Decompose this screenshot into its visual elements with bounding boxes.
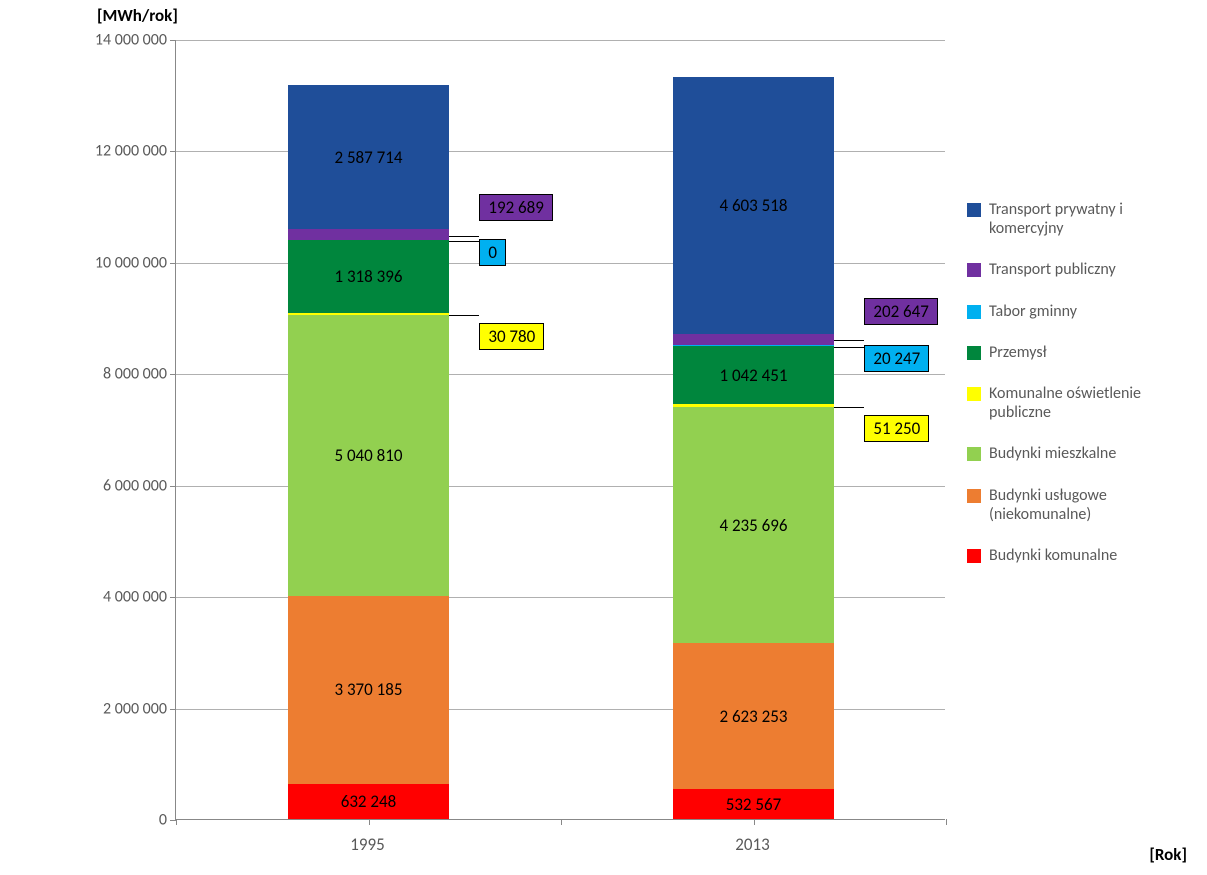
y-tick-label: 6 000 000 xyxy=(77,476,167,495)
x-tick-label: 2013 xyxy=(735,834,769,855)
y-tick-mark xyxy=(170,709,176,710)
callout-line xyxy=(449,241,479,242)
y-tick-label: 10 000 000 xyxy=(77,253,167,272)
gridline xyxy=(176,40,945,41)
segment-label: 1 318 396 xyxy=(334,266,402,287)
x-tick-mark xyxy=(754,819,755,825)
bar-segment-przemysl: 1 318 396 xyxy=(288,240,450,313)
x-tick-mark xyxy=(946,819,947,825)
legend-item: Budynki mieszkalne xyxy=(967,444,1197,463)
bar-segment-budynki_mieszkalne: 4 235 696 xyxy=(673,407,835,643)
callout-label: 51 250 xyxy=(864,415,929,442)
bar-segment-transport_prywatny: 4 603 518 xyxy=(673,77,835,333)
y-axis-title: [MWh/rok] xyxy=(97,5,178,26)
legend-swatch xyxy=(967,305,981,319)
callout-line xyxy=(449,315,479,316)
y-tick-mark xyxy=(170,263,176,264)
legend-label: Transport publiczny xyxy=(989,260,1116,279)
x-tick-label: 1995 xyxy=(350,834,384,855)
x-axis-title: [Rok] xyxy=(1149,844,1187,865)
legend-label: Przemysł xyxy=(989,343,1047,362)
legend-label: Budynki komunalne xyxy=(989,546,1117,565)
callout-line xyxy=(834,407,864,408)
bar-segment-budynki_mieszkalne: 5 040 810 xyxy=(288,315,450,596)
legend-label: Budynki mieszkalne xyxy=(989,444,1116,463)
bar-segment-przemysl: 1 042 451 xyxy=(673,346,835,404)
y-tick-label: 8 000 000 xyxy=(77,365,167,384)
legend-swatch xyxy=(967,447,981,461)
legend-label: Budynki usługowe (niekomunalne) xyxy=(989,486,1197,524)
y-tick-mark xyxy=(170,374,176,375)
callout-label: 0 xyxy=(479,239,506,266)
callout-line xyxy=(834,347,864,348)
bar-segment-oswietlenie xyxy=(288,313,450,315)
legend-label: Komunalne oświetlenie publiczne xyxy=(989,384,1197,422)
legend-item: Budynki usługowe (niekomunalne) xyxy=(967,486,1197,524)
callout-label: 202 647 xyxy=(864,298,938,325)
segment-label: 1 042 451 xyxy=(719,365,787,386)
legend-item: Transport prywatny i komercyjny xyxy=(967,200,1197,238)
callout-label: 192 689 xyxy=(479,194,553,221)
y-tick-mark xyxy=(170,40,176,41)
y-tick-label: 14 000 000 xyxy=(77,31,167,50)
legend-item: Budynki komunalne xyxy=(967,546,1197,565)
legend-swatch xyxy=(967,263,981,277)
x-tick-mark xyxy=(176,819,177,825)
y-tick-label: 4 000 000 xyxy=(77,588,167,607)
bar-segment-oswietlenie xyxy=(673,404,835,407)
callout-label: 30 780 xyxy=(479,323,544,350)
bar-segment-budynki_uslugowe: 2 623 253 xyxy=(673,643,835,789)
legend-swatch xyxy=(967,387,981,401)
bar-segment-transport_publiczny xyxy=(673,334,835,345)
segment-label: 2 587 714 xyxy=(334,147,402,168)
segment-label: 4 235 696 xyxy=(719,515,787,536)
bar-segment-budynki_uslugowe: 3 370 185 xyxy=(288,596,450,784)
y-tick-label: 0 xyxy=(77,811,167,830)
segment-label: 5 040 810 xyxy=(334,445,402,466)
legend-label: Tabor gminny xyxy=(989,302,1077,321)
legend-label: Transport prywatny i komercyjny xyxy=(989,200,1197,238)
bar-segment-tabor_gminny xyxy=(673,345,835,346)
y-tick-mark xyxy=(170,486,176,487)
callout-line xyxy=(449,236,479,237)
legend: Transport prywatny i komercyjny Transport… xyxy=(967,200,1197,587)
bar-segment-transport_prywatny: 2 587 714 xyxy=(288,85,450,229)
bar-segment-transport_publiczny xyxy=(288,229,450,240)
legend-item: Tabor gminny xyxy=(967,302,1197,321)
callout-label: 20 247 xyxy=(864,345,929,372)
legend-swatch xyxy=(967,346,981,360)
plot-area: 632 248 3 370 185 5 040 810 1 318 396 2 587 … xyxy=(175,40,945,820)
y-tick-mark xyxy=(170,151,176,152)
legend-item: Komunalne oświetlenie publiczne xyxy=(967,384,1197,422)
x-tick-mark xyxy=(369,819,370,825)
bar-segment-budynki_komunalne: 532 567 xyxy=(673,789,835,819)
y-tick-label: 2 000 000 xyxy=(77,699,167,718)
segment-label: 4 603 518 xyxy=(719,195,787,216)
segment-label: 532 567 xyxy=(726,794,782,815)
segment-label: 2 623 253 xyxy=(719,706,787,727)
legend-swatch xyxy=(967,203,981,217)
y-tick-label: 12 000 000 xyxy=(77,142,167,161)
legend-swatch xyxy=(967,489,981,503)
legend-swatch xyxy=(967,549,981,563)
callout-line xyxy=(834,340,864,341)
legend-item: Transport publiczny xyxy=(967,260,1197,279)
x-tick-mark xyxy=(561,819,562,825)
y-tick-mark xyxy=(170,597,176,598)
legend-item: Przemysł xyxy=(967,343,1197,362)
bar-segment-budynki_komunalne: 632 248 xyxy=(288,784,450,819)
segment-label: 3 370 185 xyxy=(334,679,402,700)
segment-label: 632 248 xyxy=(341,791,397,812)
chart-container: [MWh/rok] [Rok] 632 248 3 370 185 5 040 81… xyxy=(0,0,1207,875)
